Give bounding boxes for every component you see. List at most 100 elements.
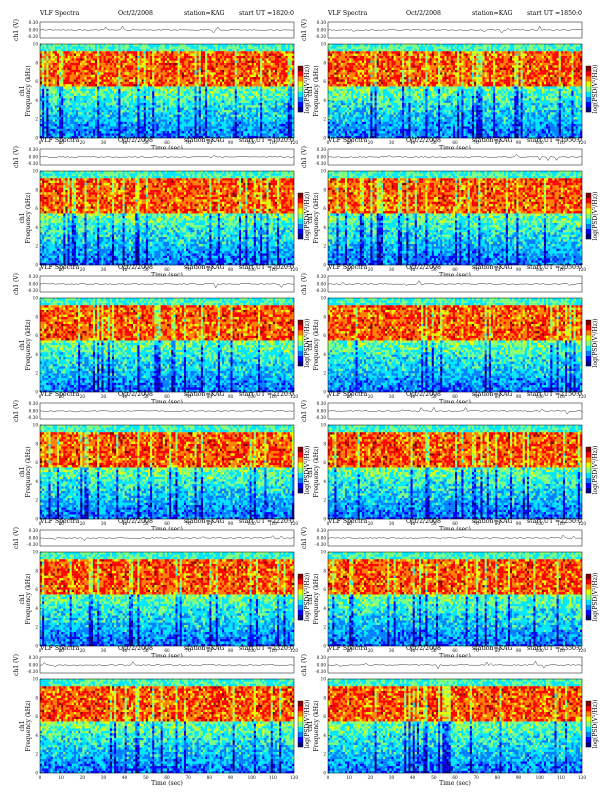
spectrogram-cell [211,44,214,47]
spectrogram-cell [245,93,248,96]
spectrogram-cell [270,128,273,132]
spectrogram-cell [154,95,157,99]
spectrogram-cell [145,100,149,103]
spectrogram-cell [283,67,286,70]
spectrogram-cell [270,72,273,75]
spectrogram-cell [249,112,252,115]
spectrogram-cell [103,121,106,125]
spectrogram-cell [67,60,70,63]
spectrogram-cell [75,112,79,115]
spectrogram-cell [183,109,187,113]
spectrogram-cell [236,102,240,106]
spectrogram-cell [186,46,189,49]
spectrogram-cell [262,67,265,70]
spectrogram-cell [287,112,290,115]
spectrogram-cell [141,93,144,96]
spectrogram-cell [124,93,127,96]
spectrogram-cell [167,91,170,94]
spectrogram-cell [287,48,290,52]
spectrogram-cell [215,109,218,113]
spectrogram-cell [128,79,132,82]
spectrogram-cell [90,74,94,78]
spectrogram-cell [200,83,204,87]
spectrogram-cell [90,62,94,66]
spectrogram-cell [196,100,199,103]
spectrogram-cell [260,76,263,80]
spectrogram-cell [207,135,210,139]
spectrogram-cell [277,98,280,101]
spectrogram-cell [61,102,64,106]
spectrogram-cell [158,102,161,106]
spectrogram-cell [135,126,138,129]
spectrogram-cell [209,102,212,106]
spectrogram-cell [101,72,104,75]
spectrogram-cell [88,62,91,66]
spectrogram-cell [120,112,123,115]
spectrogram-cell [67,105,70,108]
spectrogram-cell [73,91,77,94]
spectrogram-cell [126,46,130,49]
spectrogram-cell [245,48,248,52]
spectrogram-cell [158,93,161,96]
spectrogram-cell [107,135,110,139]
spectrogram-cell [122,51,125,54]
spectrogram-cell [281,46,284,49]
spectrogram-cell [124,58,127,61]
spectrogram-cell [67,69,70,73]
spectrogram-cell [249,58,252,61]
spectrogram-cell [260,69,263,73]
spectrogram-cell [205,48,208,52]
spectrogram-cell [198,128,202,132]
spectrogram-cell [150,116,153,120]
spectrogram-cell [281,74,284,78]
spectrogram-cell [289,116,293,120]
spectrogram-cell [272,65,276,68]
spectrogram-cell [46,93,49,96]
spectrogram-cell [234,60,237,63]
spectrogram-cell [169,109,172,113]
spectrogram-cell [122,58,125,61]
x-tick-label: 50 [143,140,149,145]
spectrogram-cell [152,105,155,108]
spectrogram-cell [42,112,45,115]
spectrogram-cell [283,83,286,87]
spectrogram-cell [152,102,155,106]
spectrogram-cell [92,69,96,73]
spectrogram-cell [54,86,58,89]
spectrogram-cell [217,133,221,136]
spectrogram-cell [135,46,138,49]
spectrogram-cell [137,81,140,85]
spectrogram-cell [285,114,288,117]
spectrogram-cell [274,81,278,85]
spectrogram-cell [137,88,140,92]
spectrogram-cell [289,102,293,106]
spectrogram-cell [289,60,293,63]
spectrogram-cell [268,135,271,139]
spectrogram-cell [192,65,195,68]
spectrogram-cell [266,76,269,80]
spectrogram-cell [175,51,178,54]
spectrogram-cell [270,79,273,82]
spectrogram-cell [232,86,235,89]
spectrogram-cell [222,100,225,103]
spectrogram-cell [215,72,218,75]
spectrogram-cell [124,60,127,63]
spectrogram-cell [80,67,83,70]
spectrogram-cell [105,65,108,68]
spectrogram-cell [160,123,163,127]
spectrogram-cell [247,130,250,134]
spectrogram-cell [255,53,259,56]
spectrogram-cell [84,119,87,122]
spectrogram-cell [291,76,295,80]
spectrogram-cell [279,72,282,75]
spectrogram-cell [241,55,244,59]
spectrogram-cell [128,105,132,108]
spectrogram-cell [164,86,168,89]
spectrogram-cell [126,81,130,85]
spectrogram-cell [88,121,91,125]
spectrogram-cell [270,86,273,89]
spectrogram-cell [291,53,295,56]
spectrogram-cell [190,116,193,120]
spectrogram-cell [105,102,108,106]
spectrogram-cell [103,93,106,96]
